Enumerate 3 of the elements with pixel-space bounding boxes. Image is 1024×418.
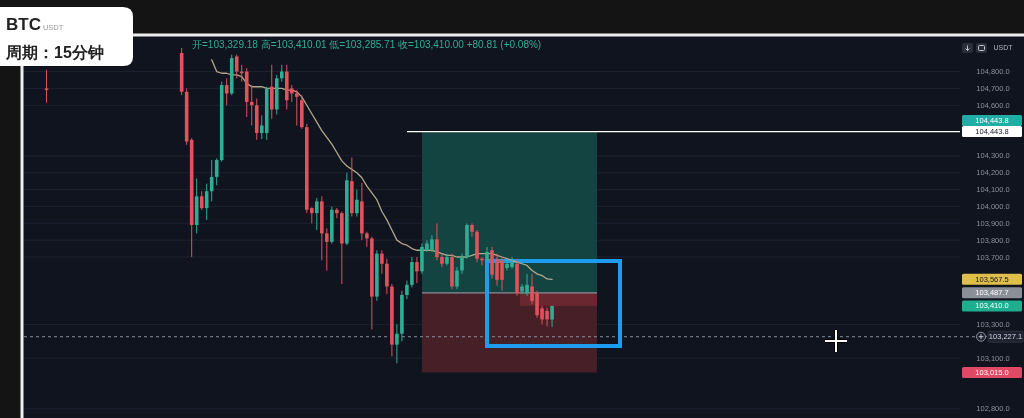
ohlc-legend: 开=103,329.18 高=103,410.01 低=103,285.71 收=103,410.00 +80.81 (+0.08%) — [192, 39, 542, 50]
chart-subtitle: 周期：15分钟 — [5, 44, 104, 61]
chart-title: BTC — [6, 15, 41, 34]
